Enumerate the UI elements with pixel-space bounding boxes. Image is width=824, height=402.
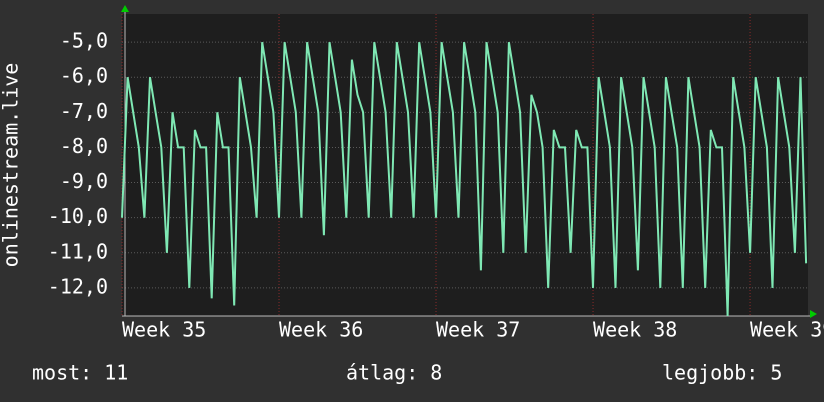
y-tick-label: -11,0 [48,239,108,263]
x-tick-label: Week 39 [750,318,824,342]
y-tick-label: -5,0 [60,29,108,53]
plot-area [122,14,808,316]
y-tick-label: -6,0 [60,64,108,88]
data-line [121,41,808,317]
x-tick-label: Week 37 [436,318,520,342]
axis-arrow [810,310,817,318]
stat-best: legjobb: 5 [662,361,782,385]
stat-average: átlag: 8 [346,361,442,385]
y-tick-label: -9,0 [60,169,108,193]
y-tick-label: -10,0 [48,204,108,228]
stat-current: most: 11 [32,361,128,385]
x-tick-label: Week 36 [279,318,363,342]
x-tick-label: Week 38 [593,318,677,342]
y-tick-label: -8,0 [60,134,108,158]
y-axis-label: onlinestream.live [0,63,23,268]
axis-arrow [121,5,129,12]
y-tick-label: -7,0 [60,99,108,123]
x-tick-label: Week 35 [122,318,206,342]
y-tick-label: -12,0 [48,274,108,298]
